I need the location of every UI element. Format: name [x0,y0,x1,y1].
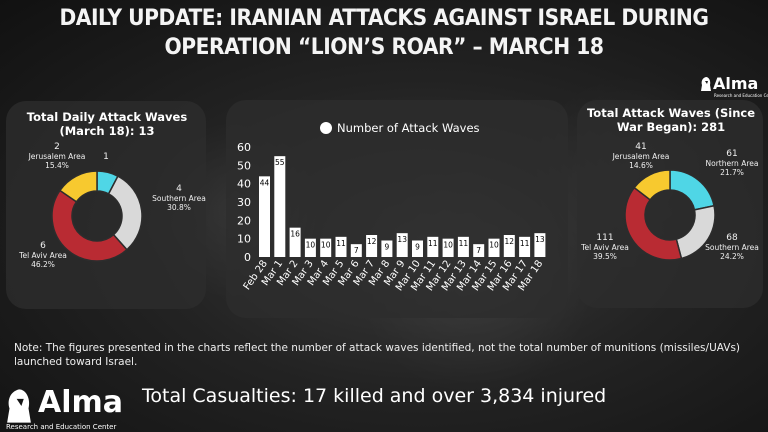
daily-waves-panel: Total Daily Attack Waves (March 18): 13 … [6,101,206,309]
bar [259,176,270,257]
bar [320,238,332,257]
bar [274,156,286,257]
bar [366,235,378,257]
donut-slice-tel-aviv-area [624,186,683,261]
bar-value-label: 9 [385,243,390,252]
bar-value-label: 11 [520,239,530,248]
y-tick-label: 60 [237,141,251,154]
bar [503,235,515,257]
page-title: DAILY UPDATE: IRANIAN ATTACKS AGAINST IS… [59,6,709,60]
bar-value-label: 16 [290,230,300,239]
bar-value-label: 11 [336,239,346,248]
logo-name: Alma [38,385,124,420]
y-tick-label: 30 [237,196,251,209]
y-tick-label: 40 [237,178,251,191]
bar [396,233,408,257]
logo-subtitle: Research and Education Center [6,423,117,431]
bar-value-label: 12 [367,237,377,246]
bar-value-label: 55 [275,158,285,167]
total-waves-donut [624,169,716,261]
donut-slice-tel-aviv-area [51,189,128,262]
bar [304,238,316,257]
bar [488,238,500,257]
daily-waves-title: Total Daily Attack Waves (March 18): 13 [26,110,188,138]
bar-value-label: 10 [321,241,331,250]
bar [350,244,362,257]
total-waves-panel: Total Attack Waves (Since War Began): 28… [577,100,763,308]
left-southern-label: 4 Southern Area 30.8% [152,184,206,213]
bar [289,227,301,257]
bar-value-label: 11 [459,239,469,248]
bar-value-label: 12 [505,237,515,246]
bar [457,236,469,257]
bar-value-label: 10 [489,241,499,250]
logo-subtitle: Research and Education Center [714,93,768,98]
logo-name: Alma [713,74,759,93]
bar [519,236,531,257]
total-casualties: Total Casualties: 17 killed and over 3,8… [142,385,607,407]
legend-marker [320,122,332,134]
methodology-note: Note: The figures presented in the chart… [14,342,741,368]
donut-slice-jerusalem-area [633,169,671,201]
bar [381,240,393,257]
left-jerusalem-label: 2 Jerusalem Area 15.4% [28,142,86,171]
y-tick-label: 20 [237,214,251,227]
bar-value-label: 10 [306,241,316,250]
legend-label: Number of Attack Waves [337,121,480,135]
y-tick-label: 50 [237,159,251,172]
bar-value-label: 10 [443,241,453,250]
bar [534,233,546,257]
bar [412,240,423,257]
left-northern-label: 1 [103,152,109,162]
y-tick-label: 10 [237,233,251,246]
bar-value-label: 13 [397,235,407,244]
right-telaviv-label: 111 Tel Aviv Area 39.5% [581,233,629,262]
daily-waves-donut [51,170,143,262]
bar-value-label: 44 [260,178,270,187]
bar-value-label: 7 [354,246,359,255]
bar-value-label: 7 [476,246,481,255]
bar [442,238,454,257]
bar-value-label: 11 [428,239,438,248]
right-southern-label: 68 Southern Area 24.2% [705,233,759,262]
attack-waves-bar-panel: Number of Attack Waves 0 10 20 30 40 50 60 44 Feb… [226,100,568,318]
y-tick-label: 0 [244,251,251,264]
attack-waves-bar-chart: Number of Attack Waves010203040506044Feb… [237,121,546,293]
bar-value-label: 13 [535,235,545,244]
bar [473,244,485,257]
bar-value-label: 9 [415,243,420,252]
donut-slice-jerusalem-area [58,170,98,203]
right-northern-label: 61 Northern Area 21.7% [705,149,759,178]
bar [427,236,439,257]
bar [335,236,347,257]
total-waves-title: Total Attack Waves (Since War Began): 28… [586,106,755,134]
left-telaviv-label: 6 Tel Aviv Area 46.2% [19,241,67,270]
lion-icon [700,76,712,96]
lion-icon [4,387,34,429]
right-jerusalem-label: 41 Jerusalem Area 14.6% [612,142,670,171]
